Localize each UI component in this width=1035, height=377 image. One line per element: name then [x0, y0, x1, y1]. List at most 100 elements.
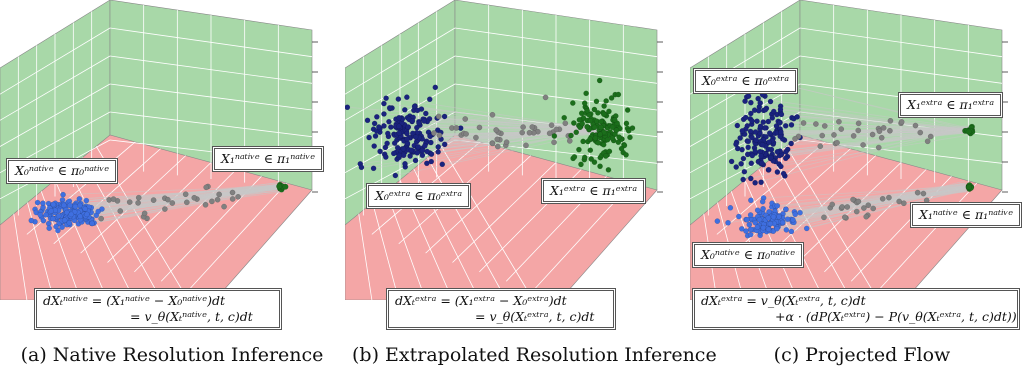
native-source-point	[67, 202, 73, 209]
intermediate-point	[135, 194, 142, 201]
extra-source-point	[737, 135, 743, 141]
native-source-point	[744, 216, 750, 223]
native-source-point	[99, 206, 105, 212]
extra-source-point	[427, 133, 433, 140]
extra-target-point	[602, 153, 609, 159]
extra-source-point	[407, 153, 413, 159]
extra-target-point	[591, 159, 598, 165]
extra-source-point	[759, 141, 766, 148]
intermediate-point	[927, 133, 934, 140]
native-source-point	[46, 225, 52, 232]
extra-source-point	[432, 84, 439, 91]
extra-source-point	[414, 124, 420, 131]
intermediate-point	[562, 120, 569, 127]
native-source-point	[788, 228, 795, 235]
native-source-point	[83, 197, 90, 204]
native-source-point	[739, 225, 745, 232]
native-source-point	[790, 216, 796, 223]
native-source-point	[752, 219, 759, 226]
extra-target-point	[965, 128, 972, 135]
extra-source-point	[386, 118, 392, 125]
intermediate-point	[182, 191, 189, 197]
extra-source-point	[778, 111, 785, 118]
native-source-point	[765, 215, 772, 221]
native-source-point	[66, 220, 73, 226]
extra-target-point	[618, 145, 625, 152]
extra-source-point	[405, 124, 411, 130]
intermediate-point	[117, 208, 124, 214]
extra-source-point	[767, 154, 774, 161]
extra-target-point	[587, 117, 594, 124]
native-source-point	[746, 221, 753, 228]
extra-source-point	[783, 148, 789, 155]
native-source-point	[803, 225, 810, 232]
extra-target-point	[583, 90, 589, 97]
extra-source-point	[394, 144, 401, 151]
intermediate-point	[546, 130, 553, 137]
intermediate-point	[216, 191, 222, 198]
intermediate-point	[886, 194, 892, 201]
extra-source-point	[742, 114, 749, 121]
extra-source-point	[385, 130, 391, 137]
intermediate-point	[141, 210, 148, 217]
extra-target-point	[623, 120, 630, 127]
extra-source-point	[774, 169, 781, 175]
panel-a-caption: (a) Native Resolution Inference	[20, 344, 324, 366]
intermediate-point	[553, 126, 560, 133]
extra-target-point	[625, 128, 632, 134]
extra-source-point	[752, 148, 758, 155]
extra-source-point	[739, 128, 746, 134]
intermediate-point	[529, 124, 536, 130]
intermediate-point	[519, 129, 525, 136]
panel-c-equation: dXₜᵉˣᵗʳᵃ = v_θ(Xₜᵉˣᵗʳᵃ, t, c)dt +α · (dP…	[692, 288, 1020, 330]
intermediate-point	[800, 120, 807, 126]
extra-source-point	[401, 107, 408, 113]
extra-target-point	[593, 98, 600, 105]
panel-a-target-label: X₁ⁿᵃᵗⁱᵛᵉ ∈ π₁ⁿᵃᵗⁱᵛᵉ	[212, 146, 325, 172]
extra-source-point	[364, 117, 371, 124]
extra-source-point	[777, 106, 784, 113]
extra-source-point	[396, 130, 403, 136]
extra-target-point	[579, 120, 586, 127]
intermediate-point	[876, 128, 883, 134]
intermediate-point	[917, 129, 924, 136]
extra-source-point	[770, 108, 777, 115]
extra-source-point	[416, 120, 422, 127]
extra-source-point	[774, 148, 781, 155]
intermediate-point	[878, 134, 885, 141]
native-source-point	[727, 204, 734, 211]
native-target-point	[276, 183, 283, 190]
extra-source-point	[728, 158, 735, 165]
native-source-point	[784, 216, 791, 222]
extra-source-point	[748, 99, 754, 106]
native-source-point	[61, 217, 68, 224]
extra-source-point	[426, 96, 433, 103]
panel-b-points	[345, 77, 636, 179]
native-target-point	[282, 183, 289, 190]
extra-target-point	[576, 117, 583, 123]
extra-source-point	[412, 157, 419, 164]
intermediate-point	[235, 194, 241, 200]
extra-source-point	[396, 114, 402, 121]
extra-source-point	[408, 147, 415, 154]
extra-target-point	[601, 111, 607, 118]
intermediate-point	[98, 215, 104, 222]
intermediate-point	[838, 126, 845, 132]
extra-source-point	[748, 110, 754, 117]
extra-target-point	[604, 136, 611, 143]
extra-source-point	[748, 160, 755, 167]
extra-target-point	[623, 152, 629, 158]
extra-source-point	[752, 129, 759, 135]
intermediate-point	[912, 122, 919, 129]
native-source-point	[774, 202, 781, 209]
extra-target-point	[624, 107, 631, 113]
native-source-point	[747, 212, 754, 218]
extra-source-point	[749, 118, 755, 124]
extra-source-point	[419, 152, 426, 159]
intermediate-point	[914, 189, 921, 196]
extra-target-point	[608, 95, 615, 101]
extra-source-point	[739, 146, 745, 153]
extra-source-point	[758, 153, 764, 159]
native-source-point	[774, 225, 780, 232]
intermediate-point	[819, 132, 825, 139]
